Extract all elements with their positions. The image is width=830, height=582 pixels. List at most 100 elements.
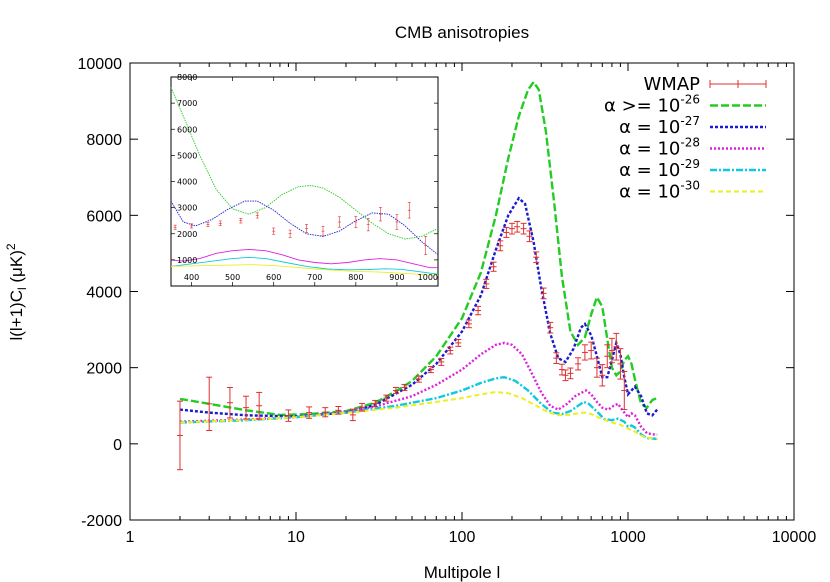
inset-series-alpha-1e-28	[170, 248, 438, 269]
wmap-point	[243, 395, 250, 420]
y-tick-label: 6000	[86, 208, 122, 225]
y-label-mid: (μK)	[7, 250, 26, 287]
wmap-point	[401, 383, 408, 392]
inset-y-tick-label: 5000	[177, 151, 197, 160]
inset-y-tick-label: 7000	[177, 99, 197, 108]
series-alpha-1e-26	[179, 79, 658, 417]
wmap-point	[613, 332, 620, 361]
chart-title: CMB anisotropies	[395, 23, 529, 42]
wmap-point	[490, 261, 497, 272]
legend-label: WMAP	[644, 74, 701, 95]
legend-entry-alpha-1e-30: α = 10-30	[619, 179, 766, 203]
wmap-point	[447, 346, 454, 355]
inset-wmap-point	[218, 220, 222, 226]
wmap-point	[575, 357, 582, 371]
legend-entry-alpha-1e-26: α >= 10-26	[604, 93, 766, 117]
wmap-point	[562, 369, 569, 382]
wmap-point	[581, 344, 588, 361]
wmap-point	[508, 222, 515, 235]
inset-wmap-point	[395, 214, 399, 230]
wmap-point	[540, 287, 547, 300]
wmap-point	[599, 364, 606, 387]
inset-wmap-point	[288, 229, 292, 238]
inset-x-tick-label: 500	[225, 273, 240, 282]
inset-x-tick-label: 900	[389, 273, 404, 282]
legend-label: α = 10-27	[619, 114, 700, 138]
y-label-sub: l	[15, 287, 29, 290]
inset-wmap-point	[321, 226, 325, 237]
legend-label-text: α = 10	[619, 160, 680, 181]
y-tick-label: -2000	[81, 513, 122, 530]
legend-label-exponent: -27	[680, 114, 700, 128]
x-tick-label: 10	[287, 529, 305, 546]
series-alpha-1e-29	[179, 375, 658, 441]
inset-y-tick-label: 8000	[177, 73, 197, 82]
inset-wmap-point	[239, 218, 243, 224]
wmap-point	[438, 358, 445, 366]
inset-wmap-point	[424, 236, 428, 255]
legend-label-exponent: -26	[680, 93, 700, 107]
wmap-point	[483, 278, 490, 289]
inset-wmap-point	[305, 224, 309, 234]
inset-frame	[170, 76, 439, 287]
inset-wmap-point	[173, 224, 177, 230]
inset-wmap-point	[255, 212, 259, 219]
legend-label-exponent: -29	[680, 157, 700, 171]
inset-y-tick-label: 6000	[177, 125, 197, 134]
legend-entry-alpha-1e-27: α = 10-27	[619, 114, 766, 138]
wmap-point	[256, 391, 263, 420]
inset-wmap-point	[337, 216, 341, 228]
x-tick-label: 100	[449, 529, 476, 546]
legend-label-exponent: -28	[680, 136, 700, 150]
inset-wmap-point	[190, 223, 194, 229]
inset-wmap-point	[272, 227, 276, 235]
y-tick-label: 2000	[86, 361, 122, 378]
wmap-point	[372, 399, 379, 408]
wmap-point	[533, 251, 540, 264]
inset-wmap-point	[378, 207, 382, 222]
legend-entry-alpha-1e-28: α = 10-28	[619, 136, 766, 160]
legend-label-text: WMAP	[644, 74, 701, 95]
inset-x-tick-label: 600	[266, 273, 281, 282]
y-label-sup: 2	[4, 243, 18, 250]
inset-y-tick-label: 4000	[177, 178, 197, 187]
wmap-point	[617, 348, 624, 380]
legend-entry-alpha-1e-29: α = 10-29	[619, 157, 766, 181]
series-alpha-1e-27	[179, 196, 659, 418]
inset-x-tick-label: 700	[307, 273, 322, 282]
wmap-point	[176, 400, 183, 471]
inset-series-alpha-1e-29	[170, 256, 439, 275]
wmap-point	[604, 344, 611, 369]
y-axis-label: l(l+1)Cl (μK)2	[4, 243, 29, 340]
legend-label-text: α >= 10	[604, 96, 680, 117]
x-tick-label: 10000	[772, 529, 817, 546]
wmap-point	[206, 376, 213, 432]
legend-label-exponent: -30	[680, 179, 700, 193]
wmap-point	[415, 375, 422, 383]
x-tick-label: 1000	[610, 529, 646, 546]
inset-wmap-point	[354, 215, 358, 229]
wmap-point	[503, 227, 510, 238]
inset-wmap-point	[206, 222, 210, 227]
series-alpha-1e-30	[179, 390, 658, 440]
inset-x-tick-label: 800	[348, 273, 363, 282]
legend-label-text: α = 10	[619, 117, 680, 138]
legend-entry-wmap: WMAP	[644, 74, 767, 95]
wmap-point	[608, 337, 615, 364]
legend-label: α = 10-30	[619, 179, 700, 203]
y-tick-label: 8000	[86, 132, 122, 149]
inset-series-alpha-1e-27	[170, 200, 439, 256]
wmap-point	[285, 409, 292, 422]
x-tick-label: 1	[126, 529, 135, 546]
wmap-point	[359, 402, 366, 412]
wmap-point	[520, 222, 527, 235]
y-label-main: l(l+1)C	[7, 290, 26, 341]
x-axis-label: Multipole l	[424, 563, 501, 582]
wmap-point	[465, 319, 472, 329]
wmap-point	[306, 406, 313, 419]
inset-series-alpha-1e-30	[170, 264, 439, 277]
wmap-point	[322, 407, 329, 418]
wmap-point	[514, 220, 521, 233]
wmap-point	[392, 386, 399, 395]
